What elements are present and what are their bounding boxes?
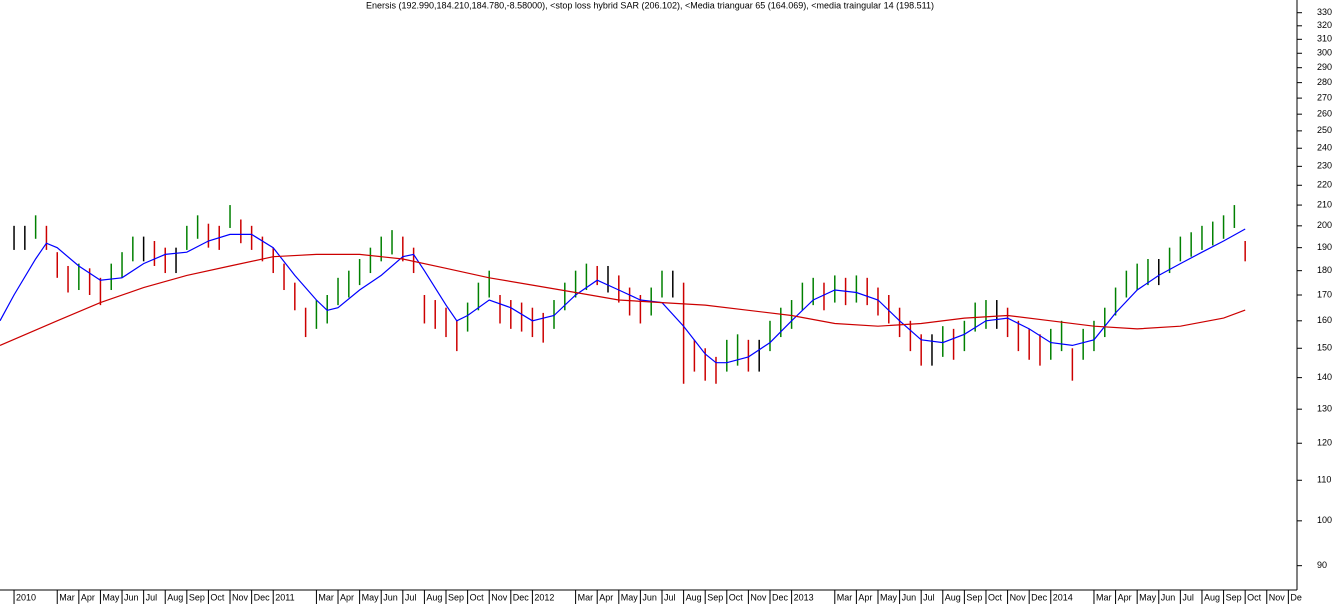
x-tick-label: Oct [988, 592, 1003, 602]
y-tick-label: 330 [1317, 7, 1332, 17]
x-tick-label: Mar [578, 592, 594, 602]
y-tick-label: 120 [1317, 438, 1332, 448]
x-tick-label: Mar [1096, 592, 1112, 602]
x-tick-label: Jun [642, 592, 657, 602]
x-tick-label: Jul [664, 592, 676, 602]
y-tick-label: 260 [1317, 109, 1332, 119]
x-tick-label: Oct [729, 592, 744, 602]
y-tick-label: 170 [1317, 289, 1332, 299]
x-tick-label: Mar [837, 592, 853, 602]
y-tick-label: 130 [1317, 404, 1332, 414]
x-tick-label: May [102, 592, 120, 602]
x-tick-label: 2011 [275, 592, 294, 602]
y-tick-label: 220 [1317, 180, 1332, 190]
x-tick-label: Mar [59, 592, 75, 602]
x-tick-label: Aug [1204, 592, 1220, 602]
y-tick-label: 180 [1317, 265, 1332, 275]
x-tick-label: Aug [167, 592, 183, 602]
x-tick-label: Jun [1161, 592, 1176, 602]
x-tick-label: Jun [383, 592, 398, 602]
y-tick-label: 90 [1317, 560, 1327, 570]
x-tick-label: Dec [1031, 592, 1048, 602]
chart-title: Enersis (192.990,184.210,184.780,-8.5800… [366, 0, 934, 10]
x-tick-label: Mar [318, 592, 334, 602]
y-tick-label: 150 [1317, 343, 1332, 353]
x-tick-label: 2010 [16, 592, 36, 602]
x-tick-label: Aug [945, 592, 961, 602]
x-tick-label: Nov [232, 592, 249, 602]
x-tick-label: May [880, 592, 898, 602]
x-tick-label: Sep [707, 592, 723, 602]
y-tick-label: 270 [1317, 92, 1332, 102]
y-tick-label: 100 [1317, 515, 1332, 525]
y-tick-label: 290 [1317, 62, 1332, 72]
x-tick-label: Nov [491, 592, 508, 602]
x-tick-label: Dec [772, 592, 789, 602]
x-tick-label: 2012 [534, 592, 554, 602]
x-tick-label: Sep [1226, 592, 1242, 602]
y-tick-label: 250 [1317, 125, 1332, 135]
x-tick-label: Jun [902, 592, 917, 602]
y-tick-label: 110 [1317, 475, 1331, 485]
x-tick-label: Oct [210, 592, 225, 602]
x-tick-label: Nov [1010, 592, 1027, 602]
x-tick-label: Dec [513, 592, 530, 602]
y-tick-label: 230 [1317, 161, 1332, 171]
x-tick-label: Nov [1269, 592, 1286, 602]
y-tick-label: 240 [1317, 143, 1332, 153]
x-tick-label: May [621, 592, 639, 602]
x-tick-label: Sep [966, 592, 982, 602]
y-tick-label: 210 [1317, 199, 1332, 209]
x-tick-label: 2013 [794, 592, 814, 602]
x-tick-label: Aug [686, 592, 702, 602]
x-tick-label: Sep [448, 592, 464, 602]
y-tick-label: 140 [1317, 372, 1332, 382]
x-tick-label: Oct [1247, 592, 1262, 602]
y-tick-label: 200 [1317, 220, 1332, 230]
y-tick-label: 320 [1317, 20, 1332, 30]
x-tick-label: May [362, 592, 380, 602]
x-tick-label: Sep [189, 592, 205, 602]
x-tick-label: Dec [254, 592, 271, 602]
y-tick-label: 310 [1317, 34, 1332, 44]
x-tick-label: May [1139, 592, 1157, 602]
x-tick-label: Jul [923, 592, 935, 602]
x-tick-label: Apr [81, 592, 95, 602]
x-tick-label: Apr [1118, 592, 1132, 602]
y-tick-label: 160 [1317, 315, 1332, 325]
x-tick-label: Aug [426, 592, 442, 602]
x-tick-label: Apr [340, 592, 354, 602]
x-tick-label: Jun [124, 592, 139, 602]
moving-average-line [0, 253, 1246, 346]
x-tick-label: Oct [470, 592, 485, 602]
x-tick-label: Jul [146, 592, 158, 602]
x-tick-label: Apr [858, 592, 872, 602]
x-tick-label: 2014 [1053, 592, 1073, 602]
x-tick-label: Apr [599, 592, 613, 602]
x-tick-label: De [1290, 592, 1302, 602]
x-tick-label: Jul [1182, 592, 1194, 602]
moving-average-line [0, 228, 1246, 364]
y-tick-label: 280 [1317, 77, 1332, 87]
x-tick-label: Nov [750, 592, 767, 602]
y-tick-label: 190 [1317, 242, 1332, 252]
x-tick-label: Jul [405, 592, 417, 602]
y-tick-label: 300 [1317, 48, 1332, 58]
